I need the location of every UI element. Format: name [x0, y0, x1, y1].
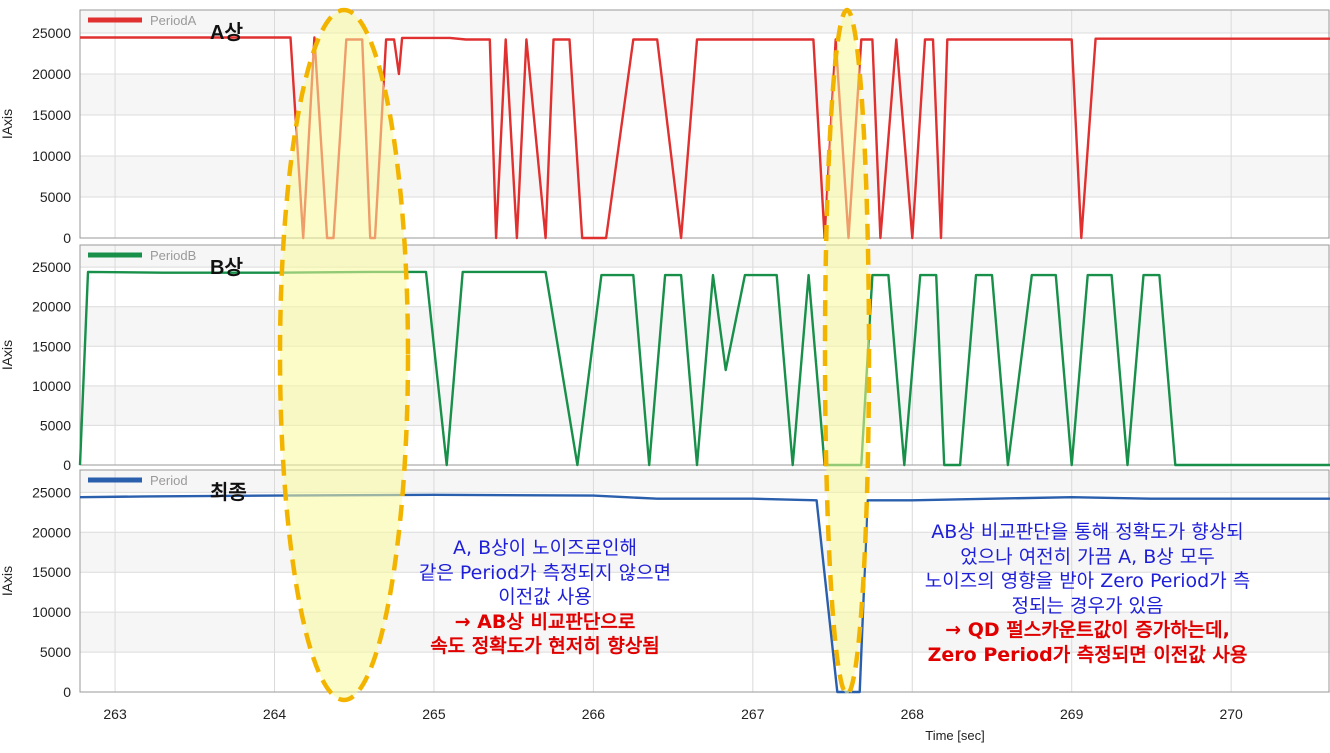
- panel-b-ytick-label: 0: [63, 457, 71, 473]
- panel-a-ytick-label: 5000: [40, 189, 71, 205]
- panel-c-ytick-label: 20000: [32, 524, 71, 540]
- panel-b-band: [80, 306, 1330, 347]
- panel-a-ytick-label: 0: [63, 230, 71, 246]
- series-line-periodb: [78, 270, 1330, 467]
- note2-line-3: 노이즈의 영향을 받아 Zero Period가 측: [924, 570, 1251, 592]
- panel-b-frame: [79, 244, 1330, 466]
- panel-a-ytick-label: 25000: [32, 25, 71, 41]
- panel-c-ytick-label: 0: [63, 684, 71, 700]
- panel-a-ytick-label: 15000: [32, 107, 71, 123]
- note2-line-4: 정되는 경우가 있음: [1011, 594, 1164, 617]
- panel-a-band: [80, 155, 1330, 197]
- panel-c-band: [80, 470, 1330, 493]
- panel-a-band: [80, 73, 1330, 115]
- xtick-label: 267: [741, 706, 765, 722]
- x-axis-label: Time [sec]: [925, 728, 984, 743]
- note1-line-1: A, B상이 노이즈로인해: [453, 537, 637, 559]
- xtick-label: 269: [1060, 706, 1084, 722]
- phase-label-c: 최종: [210, 481, 247, 504]
- panel-a-ytick-label: 10000: [32, 148, 71, 164]
- panel-b-ytick-label: 5000: [40, 417, 71, 433]
- panel-a-ylabel: IAxis: [0, 109, 15, 139]
- note1-line-2: 같은 Period가 측정되지 않으면: [418, 561, 672, 584]
- panel-a-frame: [79, 9, 1330, 239]
- panel-b-band: [80, 385, 1330, 426]
- xtick-label: 270: [1219, 706, 1243, 722]
- panel-a: 0 5000 10000 15000 20000 25000 IAxis PeriodA A상: [0, 9, 1330, 246]
- panel-c-frame: [79, 469, 1330, 693]
- note2-line-1: AB상 비교판단을 통해 정확도가 향상되: [931, 521, 1244, 543]
- highlight-ellipse-2: [822, 7, 872, 697]
- panel-b-ytick-label: 15000: [32, 338, 71, 354]
- panel-c-ytick-label: 10000: [32, 604, 71, 620]
- panel-b: 0 5000 10000 15000 20000 25000 IAxis PeriodB B상: [0, 244, 1330, 473]
- phase-label-b: B상: [210, 256, 243, 279]
- panel-c-ytick-label: 5000: [40, 644, 71, 660]
- note2-line-2: 었으나 여전히 가끔 A, B상 모두: [960, 545, 1215, 568]
- note2-highlight-1: → QD 펄스카운트값이 증가하는데,: [945, 619, 1230, 641]
- note2-highlight-2: Zero Period가 측정되면 이전값 사용: [927, 643, 1248, 666]
- panel-a-band: [80, 10, 1330, 33]
- legend-label-a: PeriodA: [150, 13, 197, 28]
- phase-label-a: A상: [210, 21, 243, 44]
- panel-b-band: [80, 245, 1330, 268]
- xtick-label: 264: [263, 706, 287, 722]
- panel-c-ylabel: IAxis: [0, 566, 15, 596]
- panel-c-ytick-label: 25000: [32, 484, 71, 500]
- annotation-note-2: AB상 비교판단을 통해 정확도가 향상되 었으나 여전히 가끔 A, B상 모…: [870, 520, 1305, 667]
- xtick-label: 268: [901, 706, 925, 722]
- note1-highlight-1: → AB상 비교판단으로: [454, 610, 636, 633]
- xtick-label: 263: [103, 706, 127, 722]
- annotation-note-1: A, B상이 노이즈로인해 같은 Period가 측정되지 않으면 이전값 사용…: [350, 536, 740, 659]
- panel-b-ylabel: IAxis: [0, 340, 15, 370]
- series-line-perioda: [80, 36, 1330, 240]
- legend-label-c: Period: [150, 473, 188, 488]
- legend-label-b: PeriodB: [150, 248, 196, 263]
- panel-c-band: [80, 612, 1330, 653]
- note1-line-3: 이전값 사용: [498, 586, 592, 608]
- xtick-label: 265: [422, 706, 446, 722]
- panel-c-ytick-label: 15000: [32, 564, 71, 580]
- panel-b-ytick-label: 10000: [32, 378, 71, 394]
- panel-a-ytick-label: 20000: [32, 66, 71, 82]
- xtick-label: 266: [582, 706, 606, 722]
- panel-b-ytick-label: 25000: [32, 259, 71, 275]
- note1-highlight-2: 속도 정확도가 현저히 향상됨: [430, 635, 660, 657]
- panel-b-ytick-label: 20000: [32, 299, 71, 315]
- highlight-ellipse-1: [277, 7, 411, 703]
